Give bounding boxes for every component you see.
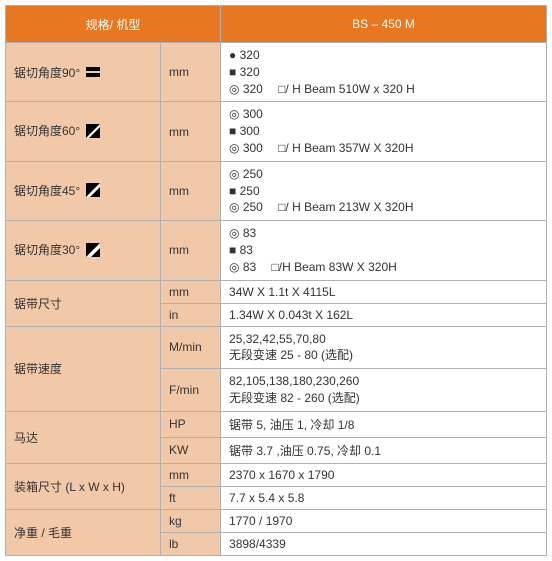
row-angle45: 锯切角度45° mm ◎ 250 ■ 250 ◎ 250 □/ H Beam 2…: [6, 161, 547, 220]
row-pack-mm: 装箱尺寸 (L x W x H) mm 2370 x 1670 x 1790: [6, 463, 547, 486]
val-angle90: ● 320 ■ 320 ◎ 320 □/ H Beam 510W x 320 H: [221, 43, 547, 102]
val-angle60: ◎ 300 ■ 300 ◎ 300 □/ H Beam 357W X 320H: [221, 102, 547, 161]
spec-table: 规格/ 机型 BS – 450 M 锯切角度90° mm ● 320 ■ 320…: [5, 5, 547, 556]
unit-weight-kg: kg: [161, 509, 221, 532]
val-pack-ft: 7.7 x 5.4 x 5.8: [221, 486, 547, 509]
unit-blade-speed-m: M/min: [161, 326, 221, 369]
unit-angle90: mm: [161, 43, 221, 102]
unit-blade-size-mm: mm: [161, 280, 221, 303]
unit-angle45: mm: [161, 161, 221, 220]
rect-icon: [86, 66, 100, 81]
row-blade-speed-m: 锯带速度 M/min 25,32,42,55,70,80 无段变速 25 - 8…: [6, 326, 547, 369]
val-angle30: ◎ 83 ■ 83 ◎ 83 □/H Beam 83W X 320H: [221, 221, 547, 280]
label-pack: 装箱尺寸 (L x W x H): [6, 463, 161, 509]
label-angle90: 锯切角度90°: [14, 66, 80, 80]
slash-icon: [86, 124, 100, 141]
label-angle30: 锯切角度30°: [14, 243, 80, 257]
val-weight-lb: 3898/4339: [221, 532, 547, 555]
header-spec: 规格/ 机型: [6, 6, 221, 43]
label-blade-speed: 锯带速度: [6, 326, 161, 411]
unit-blade-size-in: in: [161, 303, 221, 326]
val-weight-kg: 1770 / 1970: [221, 509, 547, 532]
unit-angle30: mm: [161, 221, 221, 280]
row-blade-size-mm: 锯带尺寸 mm 34W X 1.1t X 4115L: [6, 280, 547, 303]
row-angle90: 锯切角度90° mm ● 320 ■ 320 ◎ 320 □/ H Beam 5…: [6, 43, 547, 102]
slash-icon: [86, 183, 100, 200]
val-pack-mm: 2370 x 1670 x 1790: [221, 463, 547, 486]
val-motor-hp: 锯带 5, 油压 1, 冷却 1/8: [221, 411, 547, 437]
unit-weight-lb: lb: [161, 532, 221, 555]
label-angle45: 锯切角度45°: [14, 184, 80, 198]
val-blade-size-in: 1.34W X 0.043t X 162L: [221, 303, 547, 326]
unit-pack-mm: mm: [161, 463, 221, 486]
unit-blade-speed-f: F/min: [161, 369, 221, 412]
header-model: BS – 450 M: [221, 6, 547, 43]
label-angle60: 锯切角度60°: [14, 124, 80, 138]
label-weight: 净重 / 毛重: [6, 509, 161, 555]
label-blade-size: 锯带尺寸: [6, 280, 161, 326]
val-motor-kw: 锯带 3.7 ,油压 0.75, 冷却 0.1: [221, 437, 547, 463]
unit-angle60: mm: [161, 102, 221, 161]
row-motor-hp: 马达 HP 锯带 5, 油压 1, 冷却 1/8: [6, 411, 547, 437]
row-angle30: 锯切角度30° mm ◎ 83 ■ 83 ◎ 83 □/H Beam 83W X…: [6, 221, 547, 280]
unit-motor-kw: KW: [161, 437, 221, 463]
unit-pack-ft: ft: [161, 486, 221, 509]
val-blade-size-mm: 34W X 1.1t X 4115L: [221, 280, 547, 303]
slash-icon: [86, 243, 100, 260]
unit-motor-hp: HP: [161, 411, 221, 437]
row-angle60: 锯切角度60° mm ◎ 300 ■ 300 ◎ 300 □/ H Beam 3…: [6, 102, 547, 161]
val-angle45: ◎ 250 ■ 250 ◎ 250 □/ H Beam 213W X 320H: [221, 161, 547, 220]
row-weight-kg: 净重 / 毛重 kg 1770 / 1970: [6, 509, 547, 532]
val-blade-speed-f: 82,105,138,180,230,260 无段变速 82 - 260 (选配…: [221, 369, 547, 412]
label-motor: 马达: [6, 411, 161, 463]
val-blade-speed-m: 25,32,42,55,70,80 无段变速 25 - 80 (选配): [221, 326, 547, 369]
